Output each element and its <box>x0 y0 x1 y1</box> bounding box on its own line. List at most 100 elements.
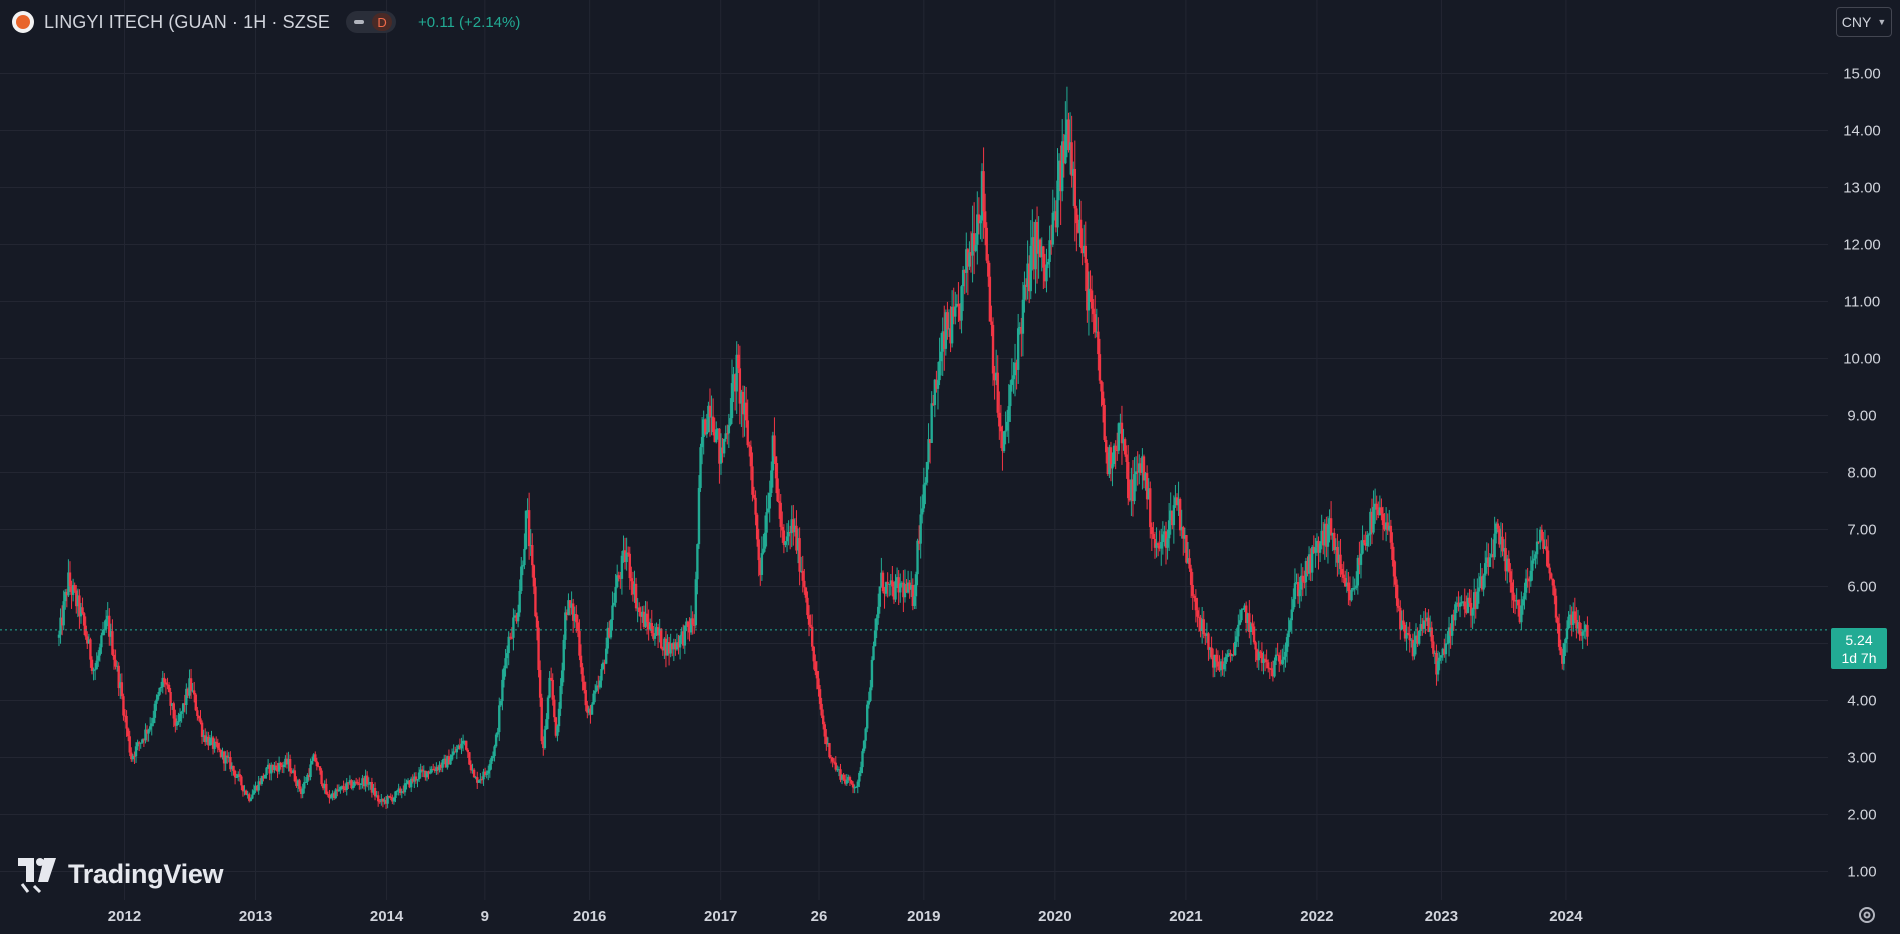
candle[interactable] <box>232 765 235 776</box>
candle[interactable] <box>993 365 996 400</box>
candle[interactable] <box>727 413 731 449</box>
candle[interactable] <box>469 760 473 774</box>
candle[interactable] <box>864 727 867 749</box>
candle[interactable] <box>1145 465 1149 510</box>
candle[interactable] <box>1410 638 1413 648</box>
candle[interactable] <box>430 766 433 774</box>
candle[interactable] <box>1348 576 1352 607</box>
candle[interactable] <box>713 417 716 443</box>
candle[interactable] <box>65 588 69 608</box>
candle[interactable] <box>1185 534 1188 564</box>
candle[interactable] <box>1350 587 1353 602</box>
candle[interactable] <box>351 780 355 791</box>
candle[interactable] <box>1383 513 1386 532</box>
candle[interactable] <box>1004 411 1007 445</box>
candle[interactable] <box>196 706 199 721</box>
candle[interactable] <box>1254 640 1257 662</box>
candle[interactable] <box>1156 541 1160 557</box>
candle[interactable] <box>943 305 946 371</box>
candle[interactable] <box>862 739 866 754</box>
candle[interactable] <box>1116 432 1119 461</box>
candle[interactable] <box>897 570 900 606</box>
candle[interactable] <box>1149 481 1152 539</box>
candle[interactable] <box>290 768 293 774</box>
candle[interactable] <box>501 669 504 711</box>
candle[interactable] <box>773 417 776 464</box>
candle[interactable] <box>210 730 213 746</box>
candle[interactable] <box>1315 533 1319 556</box>
candle[interactable] <box>549 667 553 681</box>
candle[interactable] <box>1325 516 1328 558</box>
candle[interactable] <box>277 756 281 775</box>
candle[interactable] <box>746 399 749 448</box>
candle[interactable] <box>1355 571 1358 591</box>
candle[interactable] <box>1535 528 1539 565</box>
candle[interactable] <box>966 247 970 296</box>
candle[interactable] <box>928 439 932 464</box>
candle[interactable] <box>1265 649 1268 669</box>
candle[interactable] <box>219 749 223 759</box>
candle[interactable] <box>598 675 602 690</box>
candle[interactable] <box>309 758 312 781</box>
candle[interactable] <box>114 649 117 670</box>
candle[interactable] <box>1373 488 1377 524</box>
candle[interactable] <box>988 262 992 322</box>
candle[interactable] <box>483 767 487 777</box>
candle[interactable] <box>1268 667 1271 680</box>
candle[interactable] <box>332 791 336 800</box>
candle[interactable] <box>248 792 251 803</box>
candle[interactable] <box>1229 649 1232 663</box>
candle[interactable] <box>911 578 915 611</box>
candle[interactable] <box>1336 533 1339 577</box>
candle[interactable] <box>491 751 495 762</box>
candle[interactable] <box>1257 640 1260 671</box>
candle[interactable] <box>273 762 276 774</box>
candle[interactable] <box>1237 614 1240 647</box>
candle[interactable] <box>1213 654 1216 678</box>
candle[interactable] <box>150 717 153 736</box>
candle[interactable] <box>1559 639 1562 656</box>
candle[interactable] <box>892 581 896 604</box>
candle[interactable] <box>880 557 883 588</box>
candle[interactable] <box>463 740 466 746</box>
candle[interactable] <box>1226 649 1229 662</box>
candle[interactable] <box>985 222 988 264</box>
candle[interactable] <box>422 765 425 778</box>
candle[interactable] <box>642 605 646 630</box>
candle[interactable] <box>1073 140 1076 242</box>
candle[interactable] <box>875 614 878 639</box>
candle[interactable] <box>1274 647 1278 665</box>
candle[interactable] <box>888 583 891 597</box>
candle[interactable] <box>571 598 575 633</box>
candle[interactable] <box>1546 535 1550 568</box>
candle[interactable] <box>749 440 753 481</box>
candle[interactable] <box>1556 616 1559 634</box>
candle[interactable] <box>851 781 855 794</box>
candle[interactable] <box>858 770 861 788</box>
candle[interactable] <box>243 785 246 796</box>
candle[interactable] <box>215 736 218 747</box>
candle[interactable] <box>921 494 924 524</box>
candle[interactable] <box>1227 649 1231 658</box>
candle[interactable] <box>1378 495 1382 516</box>
candle[interactable] <box>779 494 782 538</box>
candle[interactable] <box>97 650 100 667</box>
candle[interactable] <box>1290 596 1293 634</box>
candle[interactable] <box>1204 632 1207 645</box>
candle[interactable] <box>1447 616 1451 657</box>
candle[interactable] <box>505 645 509 669</box>
candle[interactable] <box>1161 521 1165 555</box>
candle[interactable] <box>894 574 897 603</box>
candle[interactable] <box>877 593 880 625</box>
candle[interactable] <box>826 737 830 747</box>
candle[interactable] <box>762 533 765 555</box>
candle[interactable] <box>1518 599 1521 624</box>
candle[interactable] <box>1018 322 1021 335</box>
candle[interactable] <box>757 528 760 577</box>
candle[interactable] <box>1133 457 1136 505</box>
candle[interactable] <box>604 637 608 665</box>
candle[interactable] <box>1504 532 1507 581</box>
candle[interactable] <box>787 520 790 546</box>
candle[interactable] <box>194 692 197 712</box>
candle[interactable] <box>1029 220 1032 300</box>
